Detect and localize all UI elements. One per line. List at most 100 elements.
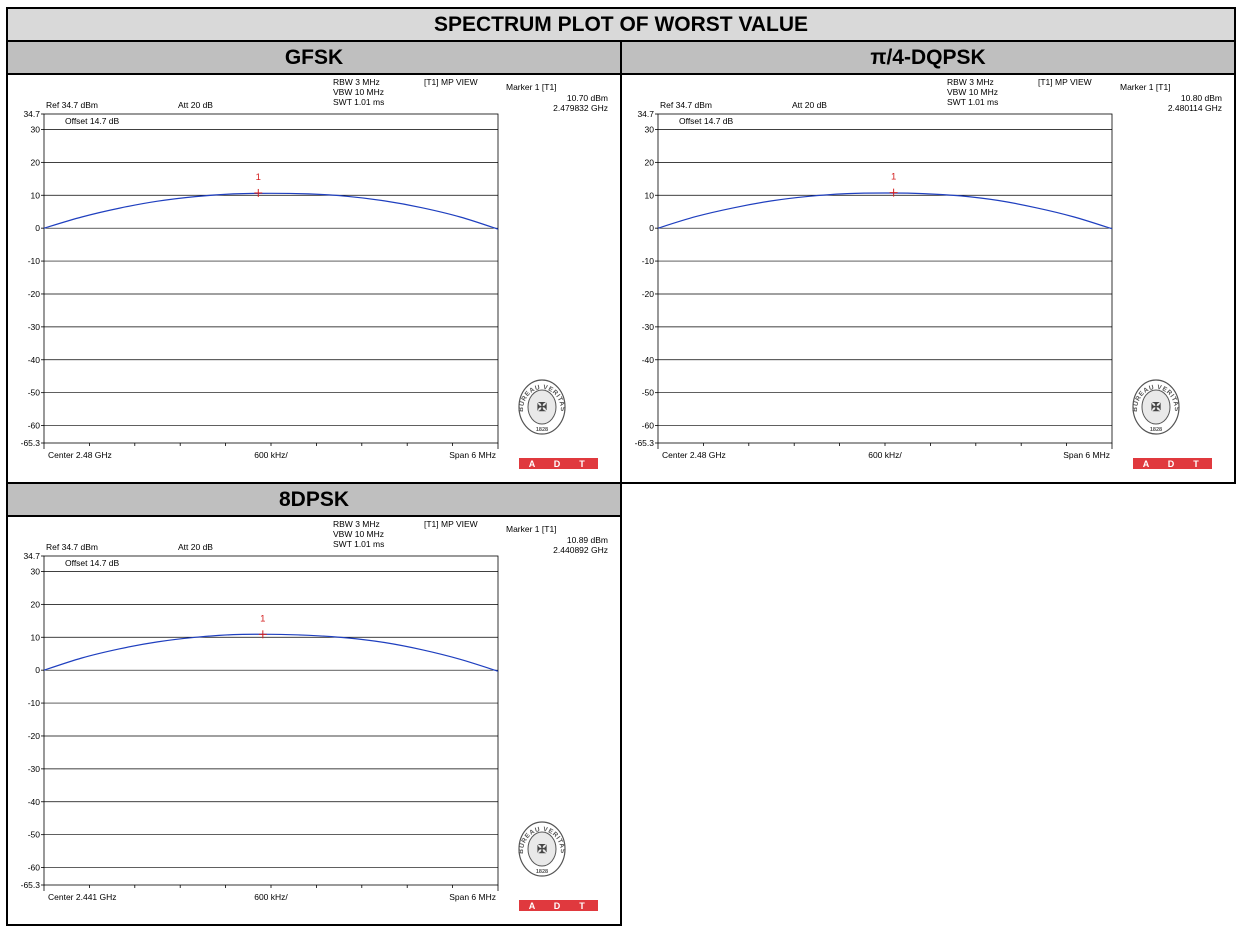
rbw-label: RBW 3 MHz [333,519,380,529]
view-label: [T1] MP VIEW [424,77,478,87]
adt-letter: A [1143,459,1150,469]
swt-label: SWT 1.01 ms [947,97,998,107]
y-tick-label: -40 [642,355,655,365]
offset-label: Offset 14.7 dB [65,558,120,568]
ref-level-label: Ref 34.7 dBm [46,542,98,552]
per-division-label: 600 kHz/ [868,450,902,460]
y-tick-label: 0 [35,223,40,233]
offset-label: Offset 14.7 dB [679,116,734,126]
y-tick-label: 30 [31,124,41,134]
vbw-label: VBW 10 MHz [333,529,384,539]
y-tick-label: -20 [642,289,655,299]
center-frequency-label: Center 2.48 GHz [662,450,726,460]
y-bottom-label: -65.3 [21,880,41,890]
adt-letter: T [579,459,585,469]
adt-banner [1133,458,1212,469]
y-tick-label: 20 [645,157,655,167]
swt-label: SWT 1.01 ms [333,97,384,107]
per-division-label: 600 kHz/ [254,450,288,460]
marker-title: Marker 1 [T1] [1120,82,1171,92]
logo-inner-ring [527,831,557,867]
logo-year: 1828 [536,869,548,875]
y-tick-label: 20 [31,599,41,609]
y-tick-label: 0 [35,665,40,675]
adt-letter: A [529,459,536,469]
marker-frequency: 2.479832 GHz [553,103,608,113]
marker-title: Marker 1 [T1] [506,524,557,534]
y-top-label: 34.7 [23,109,40,119]
rbw-label: RBW 3 MHz [333,77,380,87]
ref-level-label: Ref 34.7 dBm [46,100,98,110]
y-tick-label: -60 [642,421,655,431]
offset-label: Offset 14.7 dB [65,116,120,126]
adt-letter: A [529,901,536,911]
trace-line [43,633,499,672]
logo-inner-ring [527,389,557,425]
marker-frequency: 2.480114 GHz [1168,103,1222,113]
span-label: Span 6 MHz [449,450,496,460]
y-bottom-label: -65.3 [635,438,655,448]
marker-level: 10.80 dBm [1181,93,1222,103]
center-frequency-label: Center 2.48 GHz [48,450,112,460]
marker-label: 1 [256,172,261,183]
vbw-label: VBW 10 MHz [947,87,998,97]
vbw-label: VBW 10 MHz [333,87,384,97]
plot-cell-pi4-dqpsk: RBW 3 MHz VBW 10 MHz SWT 1.01 ms [T1] MP VI… [619,73,1236,484]
y-tick-label: -40 [28,355,41,365]
marker-label: 1 [260,613,265,624]
span-label: Span 6 MHz [1063,450,1110,460]
marker-level: 10.70 dBm [567,93,608,103]
rbw-label: RBW 3 MHz [947,77,994,87]
y-tick-label: 20 [31,157,41,167]
trace-line [657,192,1113,230]
y-tick-label: -10 [28,256,41,266]
view-label: [T1] MP VIEW [1038,77,1092,87]
y-tick-label: -50 [28,830,41,840]
plot-frame [43,555,499,886]
adt-letter: D [554,459,561,469]
trace-line [43,192,499,230]
y-tick-label: 30 [31,566,41,576]
plot-cell-gfsk: RBW 3 MHz VBW 10 MHz SWT 1.01 ms [T1] MP VI… [6,73,622,484]
y-tick-label: -50 [28,388,41,398]
per-division-label: 600 kHz/ [254,892,288,902]
adt-banner [519,900,598,911]
logo-inner-ring [1141,389,1171,425]
y-tick-label: -10 [28,698,41,708]
adt-letter: D [1168,459,1175,469]
adt-letter: T [579,901,585,911]
y-top-label: 34.7 [23,551,40,561]
empty-cell [621,483,1236,516]
y-tick-label: 10 [31,632,41,642]
marker-frequency: 2.440892 GHz [553,545,608,555]
page-title: SPECTRUM PLOT OF WORST VALUE [5,7,1236,42]
y-tick-label: 10 [31,190,41,200]
y-tick-label: -40 [28,797,41,807]
y-tick-label: 30 [645,124,655,134]
center-frequency-label: Center 2.441 GHz [48,892,117,902]
ref-level-label: Ref 34.7 dBm [660,100,712,110]
marker-label: 1 [891,172,896,183]
plot-frame [43,113,499,444]
y-tick-label: -60 [28,863,41,873]
adt-banner [519,458,598,469]
adt-letter: D [554,901,561,911]
y-tick-label: -20 [28,289,41,299]
logo-emblem: ✠ [537,400,547,414]
y-tick-label: -30 [28,322,41,332]
spectrum-plot-grid: SPECTRUM PLOT OF WORST VALUE GFSK π/4-DQ… [5,7,1236,926]
mode-label-pi4-dqpsk: π/4-DQPSK [619,40,1236,75]
y-tick-label: -30 [28,764,41,774]
logo-emblem: ✠ [537,842,547,856]
view-label: [T1] MP VIEW [424,519,478,529]
y-top-label: 34.7 [637,109,654,119]
attenuation-label: Att 20 dB [792,100,827,110]
mode-label-gfsk: GFSK [6,40,622,75]
y-tick-label: -20 [28,731,41,741]
swt-label: SWT 1.01 ms [333,539,384,549]
logo-year: 1828 [536,427,548,433]
y-tick-label: 0 [649,223,654,233]
y-tick-label: 10 [645,190,655,200]
